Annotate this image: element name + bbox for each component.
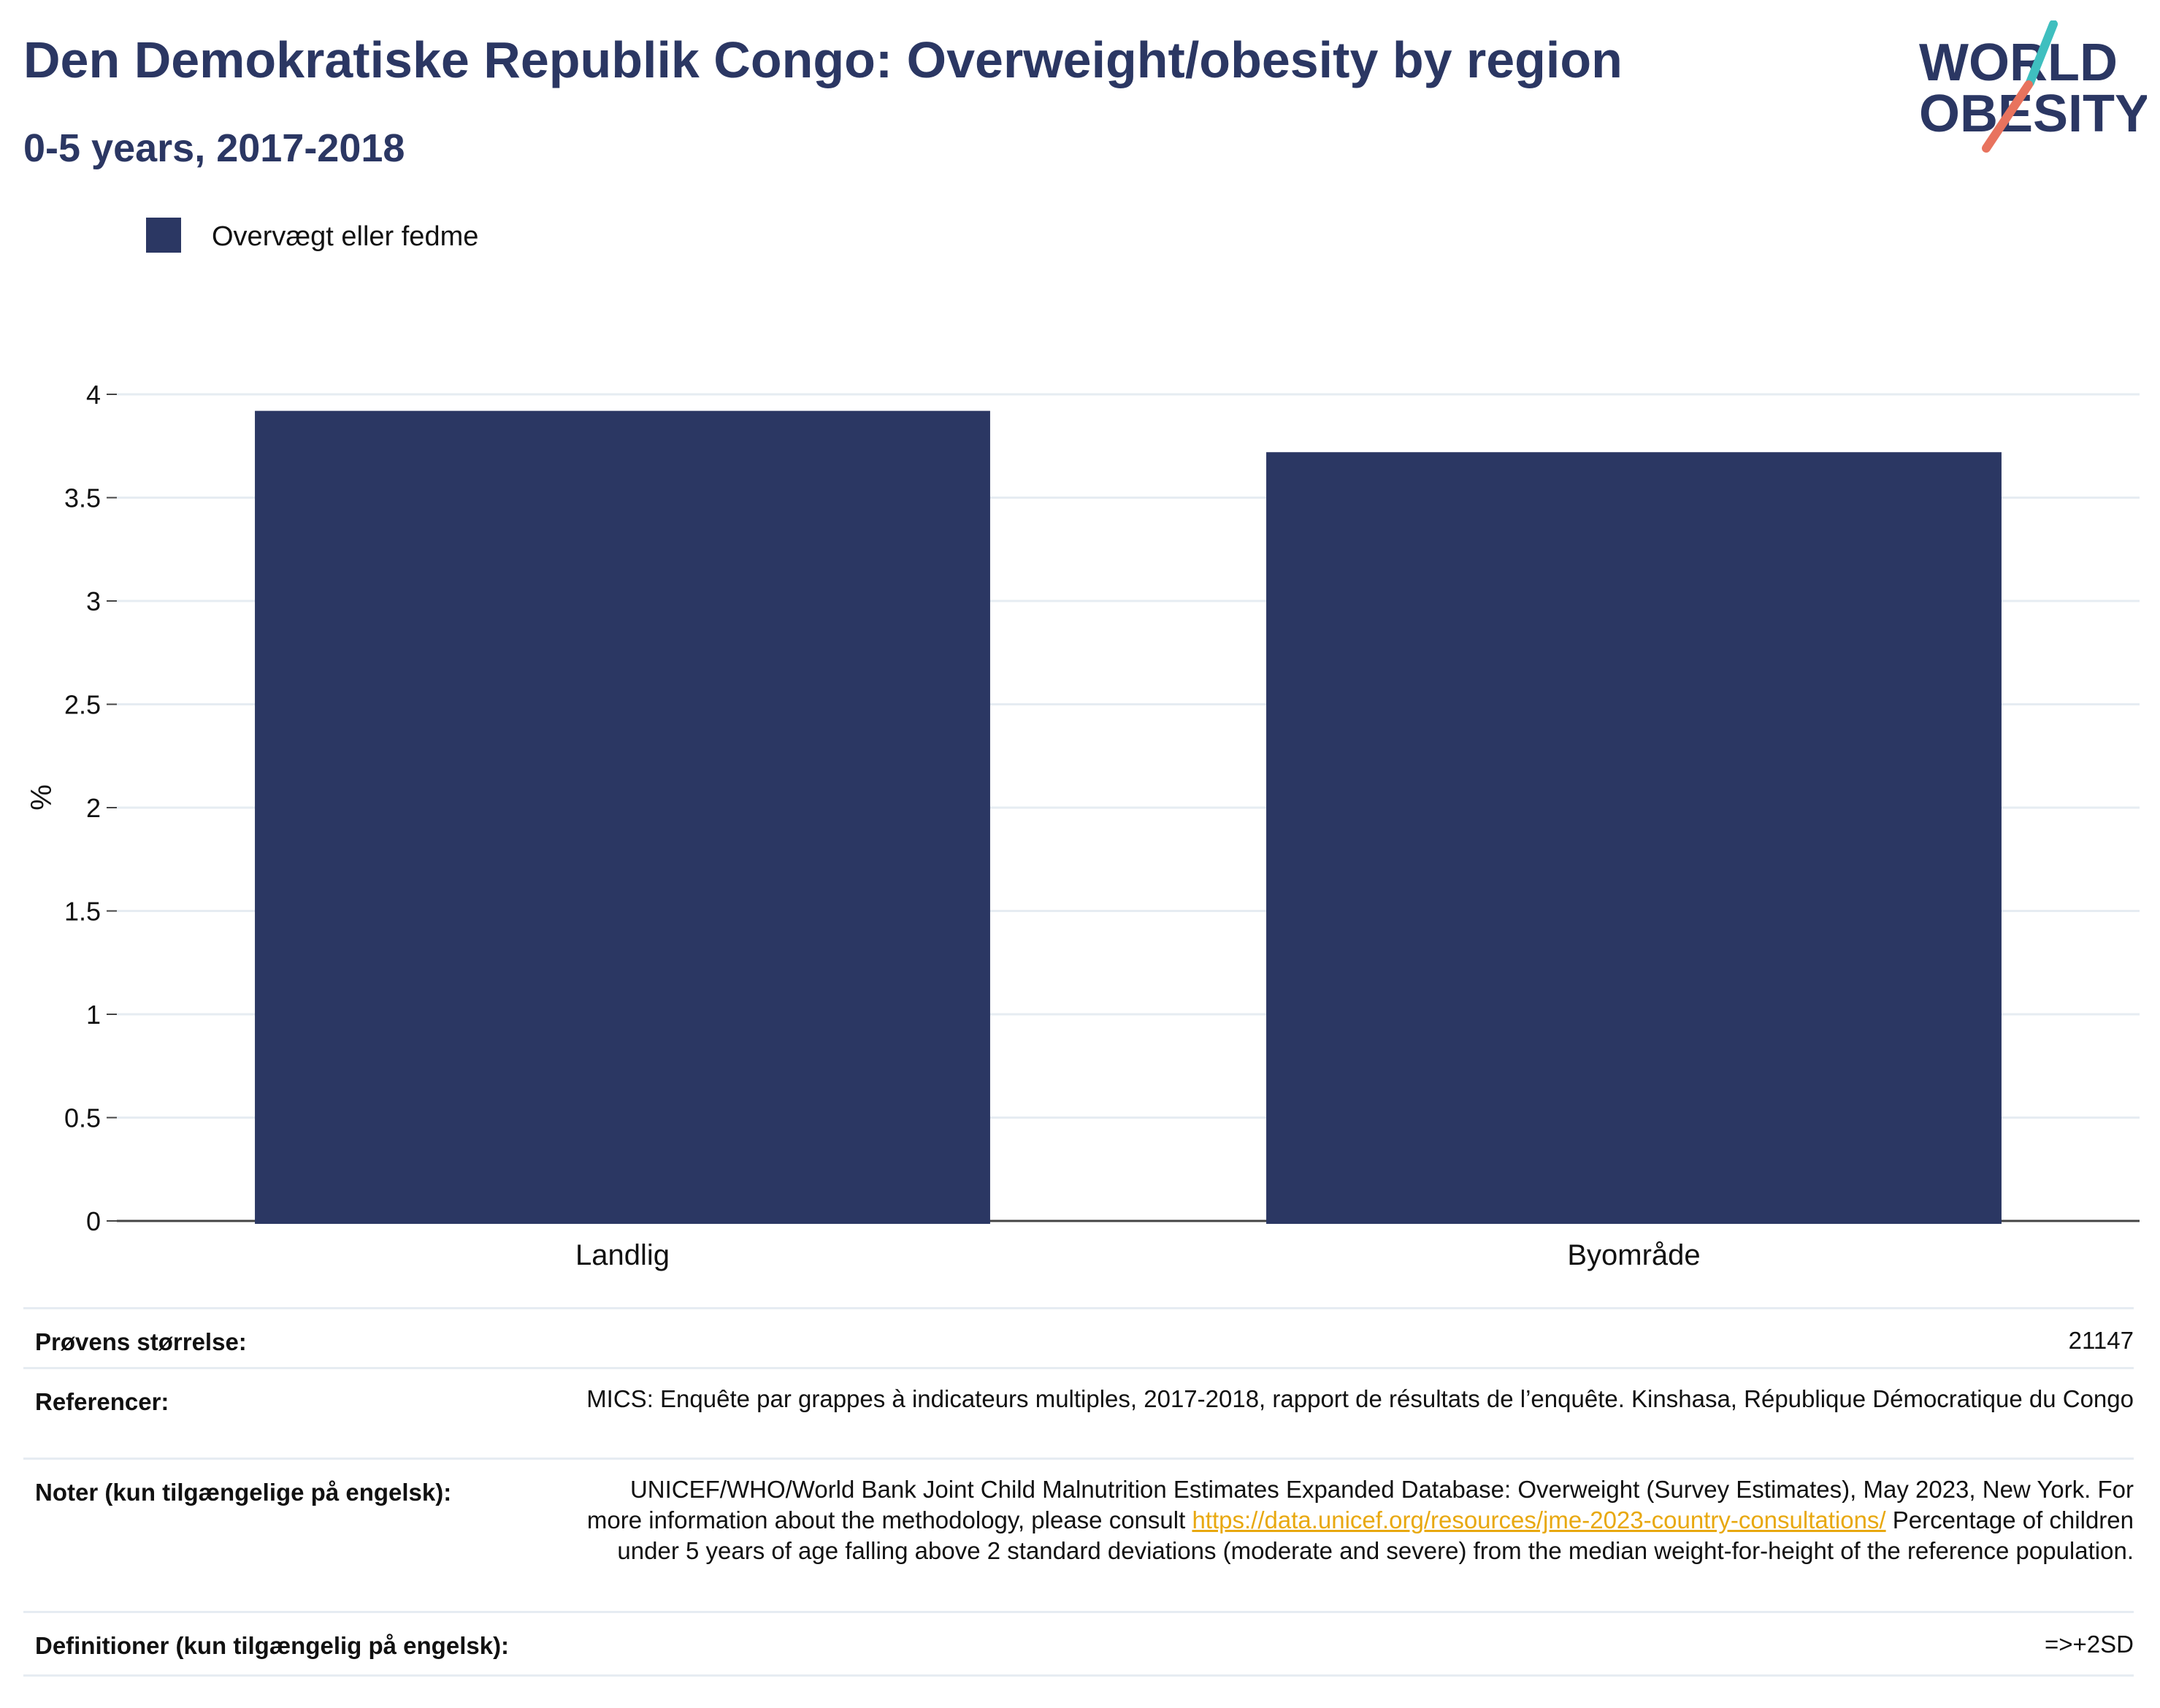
- references-value: MICS: Enquête par grappes à indicateurs …: [586, 1385, 2134, 1412]
- bar-landlig: [255, 410, 990, 1224]
- notes-text-after: Percentage of children under 5 years of …: [617, 1506, 2134, 1564]
- logo-word-obesity: OBESITY: [1919, 85, 2147, 143]
- definitions-value: =>+2SD: [2044, 1631, 2134, 1658]
- world-obesity-logo: WORLD OBESITY: [1919, 20, 2147, 153]
- chart-title: Den Demokratiske Republik Congo: Overwei…: [23, 31, 1623, 88]
- notes-link[interactable]: https://data.unicef.org/resources/jme-20…: [1192, 1506, 1886, 1533]
- bar-byområde: [1266, 452, 2002, 1224]
- bars: [255, 410, 2002, 1224]
- notes-text-before: UNICEF/WHO/World Bank Joint Child Malnut…: [586, 1476, 2134, 1533]
- x-tick-label: Byområde: [1567, 1239, 1700, 1271]
- logo-slash-teal: [2026, 20, 2058, 87]
- y-tick-label: 1: [86, 1000, 101, 1030]
- y-tick-label: 4: [86, 380, 101, 410]
- sample-size-label: Prøvens størrelse:: [35, 1328, 247, 1355]
- legend-swatch: [146, 218, 181, 253]
- info-row-definitions: Definitioner (kun tilgængelig på engelsk…: [23, 1611, 2134, 1677]
- sample-size-value: 21147: [2068, 1327, 2134, 1354]
- references-label: Referencer:: [35, 1388, 169, 1415]
- y-tick-label: 0.5: [64, 1103, 101, 1133]
- x-tick-label: Landlig: [575, 1239, 670, 1271]
- x-axis-ticks: Landlig Byområde: [575, 1239, 1701, 1271]
- notes-label: Noter (kun tilgængelige på engelsk):: [35, 1479, 452, 1506]
- legend: Overvægt eller fedme: [146, 218, 478, 253]
- y-tick-label: 3.5: [64, 483, 101, 513]
- chart-subtitle: 0-5 years, 2017-2018: [23, 126, 405, 170]
- logo-word-world: WORLD: [1919, 34, 2118, 92]
- definitions-label: Definitioner (kun tilgængelig på engelsk…: [35, 1632, 510, 1659]
- bar-chart: Overvægt eller fedme 0 0.5 1 1.5 2 2.5 3 3.5 4 L…: [26, 218, 2140, 1271]
- y-tick-label: 2: [86, 793, 101, 823]
- info-row-references: Referencer: MICS: Enquête par grappes à …: [23, 1367, 2134, 1460]
- y-axis-ticks: 0 0.5 1 1.5 2 2.5 3 3.5 4: [64, 380, 117, 1236]
- legend-label: Overvægt eller fedme: [212, 221, 478, 252]
- y-tick-label: 0: [86, 1206, 101, 1236]
- y-tick-label: 3: [86, 586, 101, 616]
- y-tick-label: 2.5: [64, 690, 101, 720]
- info-row-sample-size: Prøvens størrelse: 21147: [23, 1307, 2134, 1369]
- y-axis-label: %: [26, 784, 58, 811]
- y-tick-label: 1.5: [64, 897, 101, 927]
- notes-value: UNICEF/WHO/World Bank Joint Child Malnut…: [586, 1474, 2134, 1566]
- logo-slash-coral: [1982, 80, 2033, 153]
- info-table: Prøvens størrelse: 21147 Referencer: MIC…: [23, 1307, 2134, 1677]
- info-row-notes: Noter (kun tilgængelige på engelsk): UNI…: [23, 1458, 2134, 1613]
